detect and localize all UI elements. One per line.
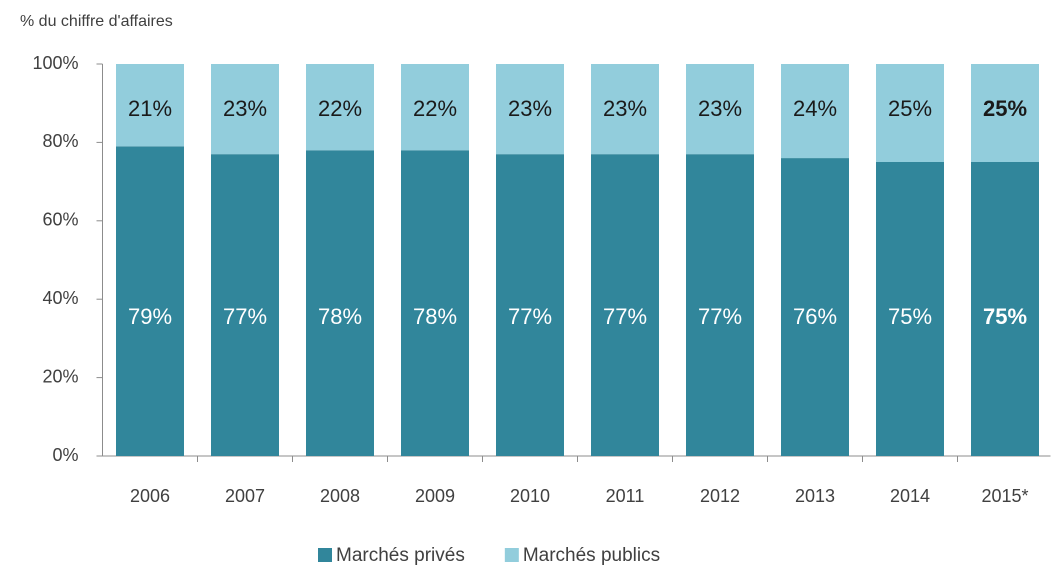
value-label: 77%: [508, 304, 552, 329]
x-tick-label: 2012: [700, 486, 740, 506]
value-label: 78%: [318, 304, 362, 329]
value-label: 77%: [223, 304, 267, 329]
x-tick-label: 2009: [415, 486, 455, 506]
y-tick-label: 20%: [42, 366, 78, 386]
bar-segment: [876, 64, 944, 162]
bar-segment: [401, 64, 469, 151]
bar-segment: [496, 64, 564, 155]
value-label: 22%: [318, 96, 362, 121]
y-tick-label: 80%: [42, 131, 78, 151]
value-label: 24%: [793, 96, 837, 121]
value-label: 25%: [888, 96, 932, 121]
x-tick-label: 2013: [795, 486, 835, 506]
value-label: 75%: [888, 304, 932, 329]
value-label: 75%: [983, 304, 1027, 329]
value-label: 77%: [698, 304, 742, 329]
x-tick-label: 2010: [510, 486, 550, 506]
bar-segment: [306, 150, 374, 457]
bar-segment: [686, 154, 754, 456]
bar-segment: [211, 64, 279, 155]
x-tick-label: 2014: [890, 486, 930, 506]
value-label: 78%: [413, 304, 457, 329]
x-tick-label: 2011: [606, 486, 645, 506]
value-label: 21%: [128, 96, 172, 121]
y-tick-label: 100%: [32, 53, 78, 73]
legend-label: Marchés publics: [523, 545, 660, 566]
bar-segment: [211, 154, 279, 456]
bar-segment: [686, 64, 754, 155]
bar-segment: [496, 154, 564, 456]
bar-segment: [781, 64, 849, 159]
legend-label: Marchés privés: [336, 545, 465, 566]
value-label: 22%: [413, 96, 457, 121]
bar-segment: [971, 64, 1039, 162]
x-tick-label: 2007: [225, 486, 265, 506]
value-label: 25%: [983, 96, 1027, 121]
value-label: 23%: [698, 96, 742, 121]
legend-swatch: [318, 548, 332, 562]
value-label: 79%: [128, 304, 172, 329]
bar-segment: [971, 162, 1039, 456]
x-tick-label: 2015*: [981, 486, 1028, 506]
bar-segment: [116, 146, 184, 456]
bar-segment: [876, 162, 944, 456]
bar-segment: [591, 154, 659, 456]
x-tick-label: 2008: [320, 486, 360, 506]
value-label: 76%: [793, 304, 837, 329]
y-tick-label: 60%: [42, 210, 78, 230]
bar-segment: [401, 150, 469, 457]
bar-segment: [116, 64, 184, 147]
value-label: 23%: [508, 96, 552, 121]
value-label: 77%: [603, 304, 647, 329]
y-axis-label: % du chiffre d'affaires: [20, 13, 173, 30]
x-tick-label: 2006: [130, 486, 170, 506]
value-label: 23%: [603, 96, 647, 121]
y-tick-label: 40%: [42, 288, 78, 308]
value-label: 23%: [223, 96, 267, 121]
legend-swatch: [504, 548, 519, 562]
bar-segment: [306, 64, 374, 151]
bar-segment: [591, 64, 659, 155]
y-tick-label: 0%: [52, 445, 78, 465]
bar-segment: [781, 158, 849, 456]
